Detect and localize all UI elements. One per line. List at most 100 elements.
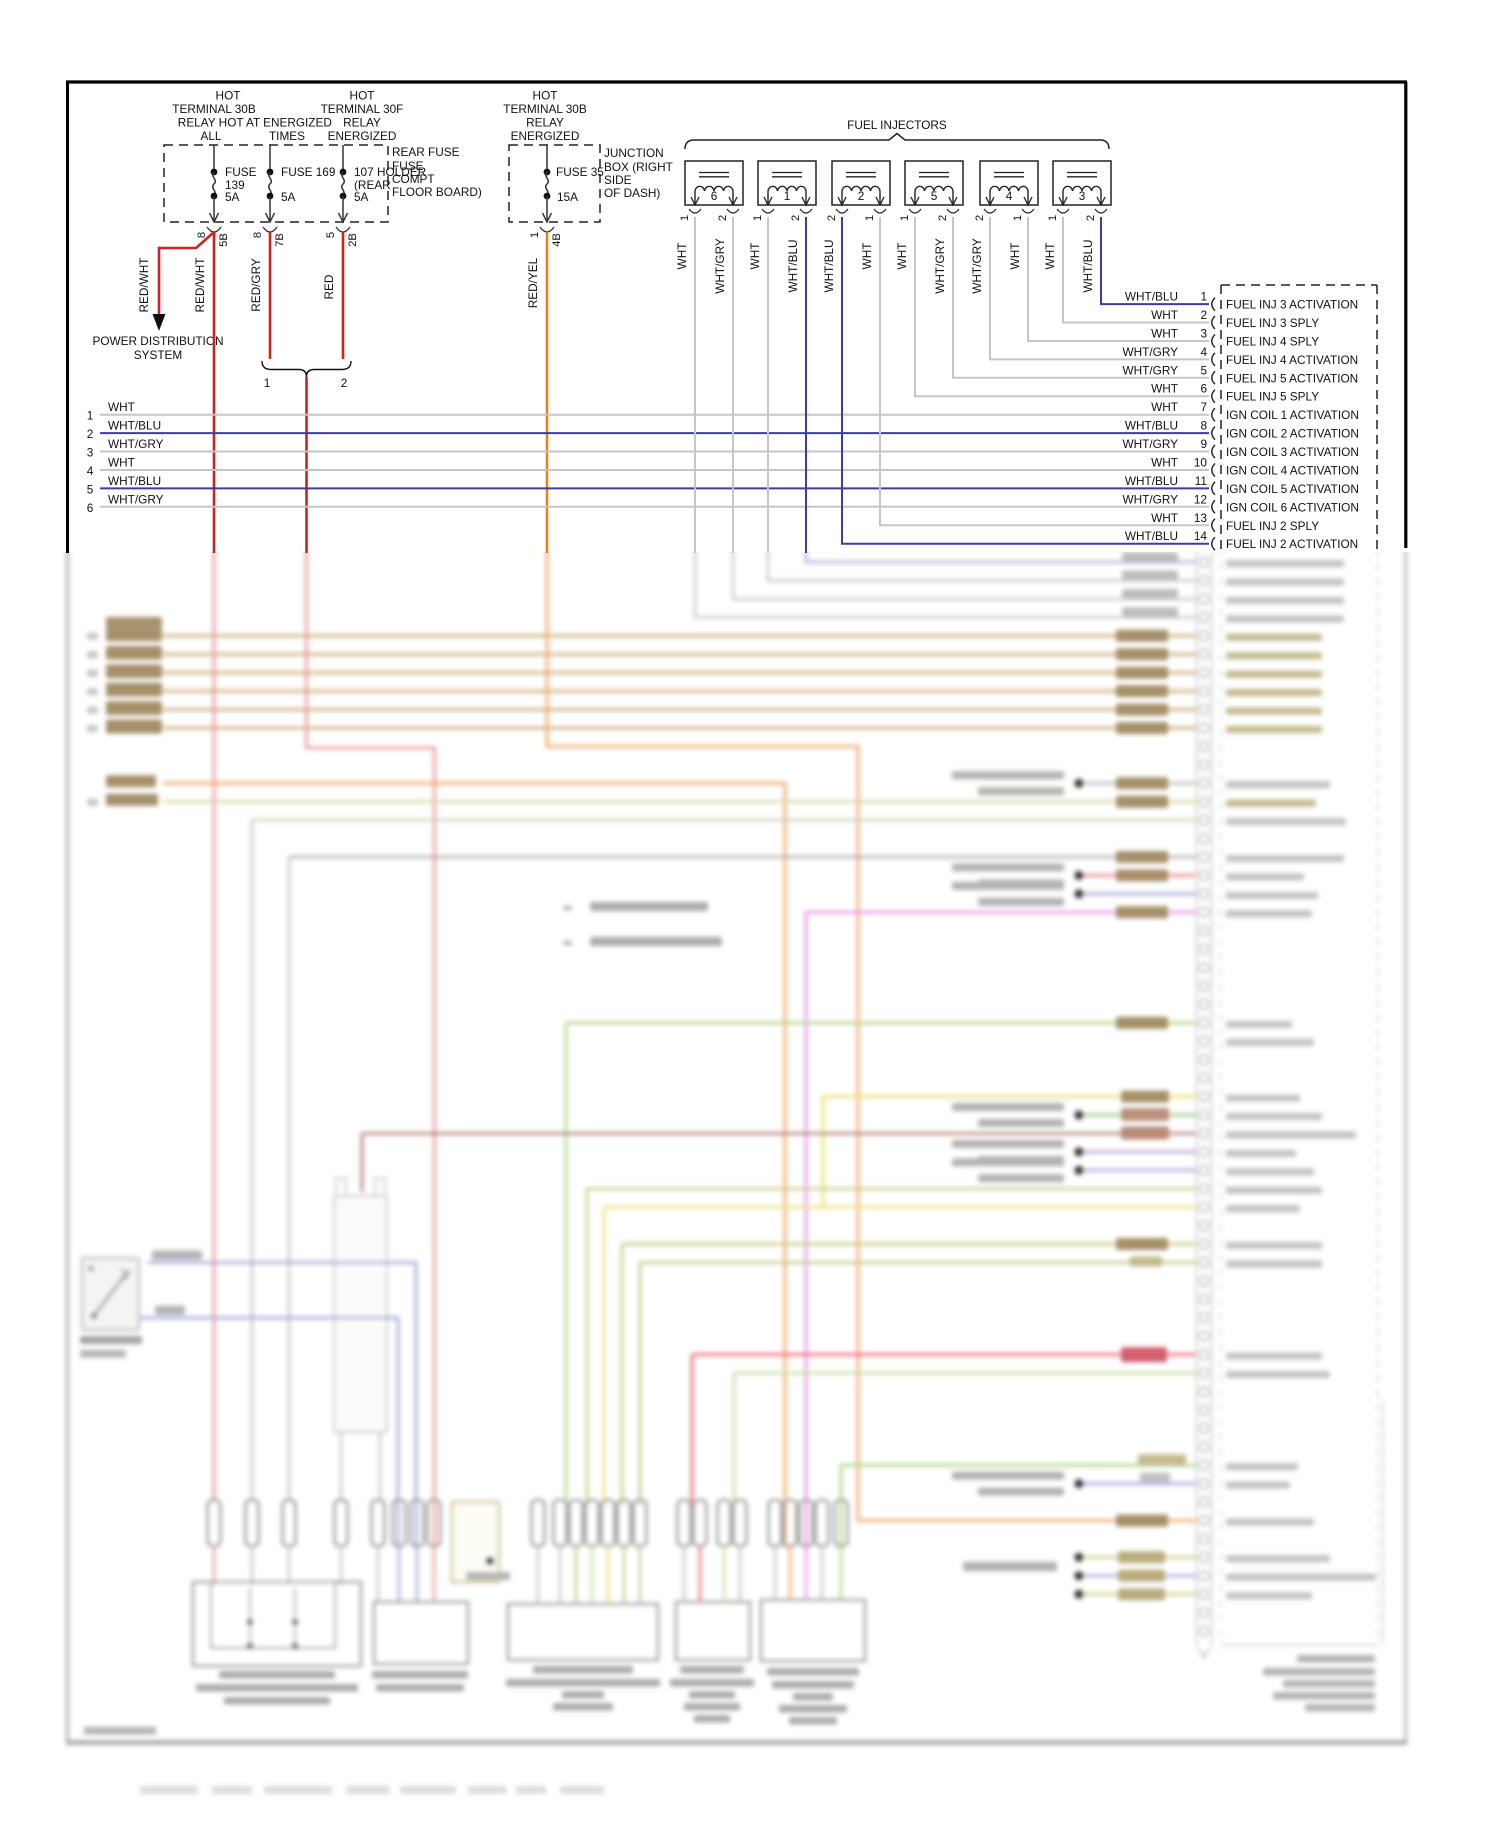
svg-text:WHT: WHT — [675, 243, 689, 270]
svg-text:TERMINAL 30B: TERMINAL 30B — [503, 102, 587, 116]
svg-text:2: 2 — [937, 215, 949, 221]
svg-text:RED/WHT: RED/WHT — [137, 257, 151, 312]
svg-text:WHT/BLU: WHT/BLU — [1125, 474, 1178, 488]
svg-text:1: 1 — [899, 215, 911, 221]
svg-text:2: 2 — [858, 189, 865, 203]
svg-text:14: 14 — [1194, 529, 1208, 543]
svg-text:4: 4 — [1200, 345, 1207, 359]
svg-text:1: 1 — [87, 409, 94, 423]
svg-text:2: 2 — [1085, 215, 1097, 221]
svg-text:5A: 5A — [354, 190, 369, 204]
svg-text:FUEL INJ 5 SPLY: FUEL INJ 5 SPLY — [1226, 390, 1319, 404]
svg-text:WHT/GRY: WHT/GRY — [1123, 437, 1179, 451]
svg-text:OF DASH): OF DASH) — [604, 186, 660, 200]
svg-text:RED/WHT: RED/WHT — [193, 257, 207, 312]
svg-text:WHT: WHT — [895, 243, 909, 270]
svg-text:TIMES: TIMES — [269, 129, 305, 143]
svg-text:HOT: HOT — [533, 89, 558, 103]
svg-text:5: 5 — [1200, 363, 1207, 377]
svg-text:WHT/BLU: WHT/BLU — [1125, 290, 1178, 304]
svg-text:2: 2 — [717, 215, 729, 221]
svg-text:6: 6 — [87, 501, 94, 515]
svg-text:COMPT: COMPT — [392, 172, 435, 186]
svg-text:9: 9 — [1200, 437, 1207, 451]
svg-text:2: 2 — [790, 215, 802, 221]
svg-text:WHT: WHT — [1043, 243, 1057, 270]
svg-text:RED: RED — [322, 275, 336, 300]
svg-text:WHT/BLU: WHT/BLU — [1125, 419, 1178, 433]
svg-text:ENERGIZED: ENERGIZED — [328, 129, 397, 143]
svg-text:FUEL INJ 5 ACTIVATION: FUEL INJ 5 ACTIVATION — [1226, 371, 1358, 385]
svg-text:5A: 5A — [281, 190, 296, 204]
svg-text:1: 1 — [264, 376, 271, 390]
svg-text:1: 1 — [784, 189, 791, 203]
svg-text:REAR FUSE: REAR FUSE — [392, 145, 460, 159]
svg-text:1: 1 — [679, 215, 691, 221]
svg-text:BOX (RIGHT: BOX (RIGHT — [604, 160, 673, 174]
svg-text:WHT/BLU: WHT/BLU — [1125, 529, 1178, 543]
svg-text:WHT: WHT — [1151, 382, 1178, 396]
svg-text:5: 5 — [931, 189, 938, 203]
svg-text:WHT/BLU: WHT/BLU — [108, 474, 161, 488]
svg-text:WHT: WHT — [1008, 243, 1022, 270]
svg-text:TERMINAL 30B: TERMINAL 30B — [172, 102, 256, 116]
svg-text:FUSE 169: FUSE 169 — [281, 165, 335, 179]
svg-text:1: 1 — [864, 215, 876, 221]
svg-text:10: 10 — [1194, 456, 1208, 470]
svg-text:ALL: ALL — [201, 129, 222, 143]
svg-text:4: 4 — [1006, 189, 1013, 203]
svg-text:ENERGIZED: ENERGIZED — [511, 129, 580, 143]
svg-text:2: 2 — [974, 215, 986, 221]
svg-text:IGN COIL 4 ACTIVATION: IGN COIL 4 ACTIVATION — [1226, 464, 1359, 478]
svg-text:RELAY: RELAY — [526, 116, 564, 130]
svg-text:1: 1 — [752, 215, 764, 221]
svg-text:12: 12 — [1194, 492, 1207, 506]
svg-text:5: 5 — [87, 482, 94, 496]
svg-text:FUSE 35: FUSE 35 — [556, 165, 604, 179]
svg-text:107 HOLDER: 107 HOLDER — [354, 165, 426, 179]
svg-text:2: 2 — [87, 427, 94, 441]
svg-text:WHT: WHT — [108, 400, 135, 414]
svg-text:3: 3 — [87, 446, 94, 460]
svg-text:WHT/GRY: WHT/GRY — [108, 437, 164, 451]
svg-text:WHT: WHT — [860, 243, 874, 270]
svg-text:FUEL INJ 4 ACTIVATION: FUEL INJ 4 ACTIVATION — [1226, 353, 1358, 367]
svg-text:RELAY: RELAY — [343, 116, 381, 130]
svg-text:FUEL INJ 2 SPLY: FUEL INJ 2 SPLY — [1226, 519, 1319, 533]
svg-text:IGN COIL 3 ACTIVATION: IGN COIL 3 ACTIVATION — [1226, 445, 1359, 459]
svg-text:SYSTEM: SYSTEM — [134, 348, 183, 362]
svg-text:FUEL INJ 2 ACTIVATION: FUEL INJ 2 ACTIVATION — [1226, 537, 1358, 551]
svg-text:FLOOR BOARD): FLOOR BOARD) — [392, 185, 482, 199]
svg-text:5A: 5A — [225, 190, 240, 204]
svg-text:ENERGIZED: ENERGIZED — [263, 116, 332, 130]
svg-text:6: 6 — [711, 189, 718, 203]
svg-text:IGN COIL 1 ACTIVATION: IGN COIL 1 ACTIVATION — [1226, 408, 1359, 422]
svg-text:5B: 5B — [218, 233, 230, 247]
svg-text:RED/GRY: RED/GRY — [249, 258, 263, 312]
svg-text:FUEL INJ 4 SPLY: FUEL INJ 4 SPLY — [1226, 335, 1319, 349]
svg-text:IGN COIL 6 ACTIVATION: IGN COIL 6 ACTIVATION — [1226, 500, 1359, 514]
svg-text:WHT: WHT — [748, 243, 762, 270]
svg-text:RED/YEL: RED/YEL — [526, 257, 540, 308]
svg-text:FUEL INJECTORS: FUEL INJECTORS — [847, 118, 947, 132]
svg-text:FUEL INJ 3 SPLY: FUEL INJ 3 SPLY — [1226, 316, 1319, 330]
svg-text:11: 11 — [1195, 474, 1207, 488]
svg-text:WHT: WHT — [1151, 308, 1178, 322]
svg-text:WHT/GRY: WHT/GRY — [1123, 363, 1179, 377]
svg-text:WHT/GRY: WHT/GRY — [713, 238, 727, 294]
svg-text:4: 4 — [87, 464, 94, 478]
svg-text:7: 7 — [1200, 400, 1207, 414]
svg-text:15A: 15A — [557, 190, 578, 204]
svg-text:2B: 2B — [347, 233, 359, 247]
svg-text:WHT: WHT — [1151, 327, 1178, 341]
svg-text:2: 2 — [826, 215, 838, 221]
svg-text:(REAR: (REAR — [354, 178, 391, 192]
svg-text:4B: 4B — [551, 233, 563, 247]
svg-text:6: 6 — [1200, 382, 1207, 396]
svg-text:3: 3 — [1200, 327, 1207, 341]
svg-text:WHT/GRY: WHT/GRY — [933, 238, 947, 294]
svg-text:5: 5 — [325, 232, 337, 238]
svg-text:WHT: WHT — [1151, 511, 1178, 525]
svg-text:WHT/BLU: WHT/BLU — [108, 419, 161, 433]
svg-text:8: 8 — [252, 232, 264, 238]
